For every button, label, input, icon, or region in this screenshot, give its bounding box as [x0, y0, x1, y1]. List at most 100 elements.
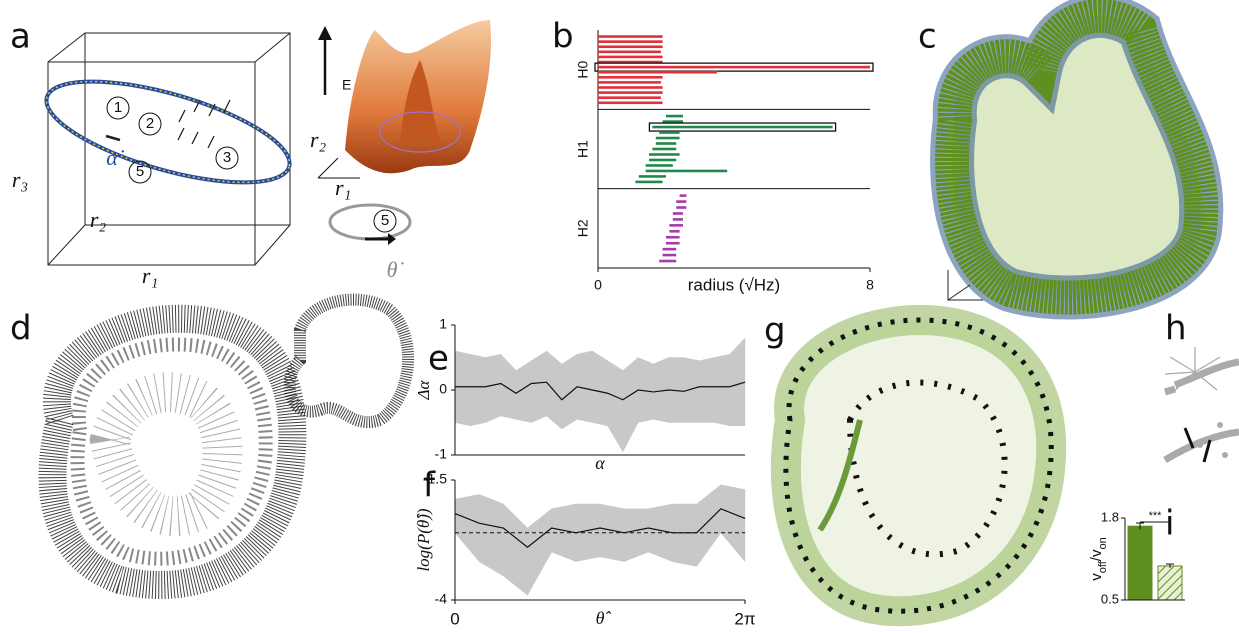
panel-label: b — [552, 17, 574, 57]
band — [624, 509, 648, 562]
x-tick-label: 8 — [866, 277, 874, 293]
band — [528, 509, 552, 595]
barcode-bar — [652, 148, 676, 151]
step-number: 2 — [146, 115, 154, 132]
x-tick-label: 2π — [734, 609, 755, 628]
barcode-bar — [676, 200, 686, 203]
panel-label: i — [1165, 504, 1174, 544]
barcode-bar — [646, 170, 728, 173]
barcode-bar — [598, 81, 661, 84]
x-axis-label: θ̂ — [596, 608, 612, 628]
y-axis-label: voff/von — [1088, 537, 1109, 580]
barcode-bar — [656, 137, 680, 140]
panel-label: g — [764, 311, 786, 351]
step-number: 5 — [136, 163, 144, 180]
step-number: 3 — [223, 149, 231, 166]
panel-label: a — [10, 17, 31, 57]
barcode-bar — [673, 218, 683, 221]
trajectory-cloud-d — [53, 300, 409, 585]
y-tick-label: 1 — [439, 316, 447, 332]
bar — [1158, 566, 1182, 600]
band — [730, 338, 745, 426]
barcode-bar — [598, 101, 663, 104]
band — [592, 351, 607, 426]
barcode-bar — [652, 126, 832, 129]
band — [608, 361, 623, 452]
step-number: 1 — [114, 99, 122, 116]
band — [697, 485, 721, 567]
barcode-bar — [598, 96, 661, 99]
barcode-bar — [598, 71, 717, 74]
y-axis-label-part: on — [1097, 537, 1109, 549]
barcode-bar — [656, 142, 676, 145]
barcode-bar — [598, 45, 663, 48]
band — [470, 354, 485, 426]
barcode-bar — [598, 51, 661, 54]
x-axis-label: α — [595, 453, 605, 473]
barcode-bar — [598, 76, 663, 79]
band — [479, 494, 503, 576]
barcode-bar — [598, 35, 663, 38]
group-label: H2 — [575, 219, 591, 237]
barcode-bar — [598, 66, 870, 69]
axis-label: r₁ — [335, 175, 351, 200]
band — [562, 354, 577, 429]
barcode-bar — [666, 115, 683, 118]
barcode-bar — [669, 230, 679, 233]
barcode-bar — [598, 56, 663, 59]
step-number: 5 — [381, 212, 389, 229]
group-label: H0 — [575, 61, 591, 79]
panel-label: c — [918, 17, 937, 57]
figure: a b c d e f g h i 1 2 3 5 4 5 r₁ r₂ r₃ α… — [0, 0, 1239, 633]
band — [623, 358, 638, 452]
barcode-bar — [663, 248, 677, 251]
band — [714, 354, 729, 426]
barcode-bar — [669, 224, 683, 227]
x-tick-label: 0 — [450, 609, 459, 628]
barcode-bar — [663, 254, 677, 257]
y-axis-label-part: /v — [1088, 549, 1105, 561]
axis-label: r₁ — [142, 263, 158, 288]
barcode-bar — [639, 175, 666, 178]
y-tick-label: -1.5 — [423, 471, 447, 487]
group-label: H1 — [575, 140, 591, 158]
band — [547, 351, 562, 429]
theta-dot: θ̇ — [387, 257, 405, 282]
barcode-bar — [598, 40, 663, 43]
vector-field-g — [786, 320, 1051, 611]
energy-label: E — [342, 77, 351, 93]
band — [672, 504, 696, 566]
band — [455, 351, 470, 426]
y-axis-label-part: off — [1097, 560, 1109, 573]
bar — [1128, 526, 1152, 600]
x-tick-label: 0 — [594, 277, 602, 293]
energy-landscape — [318, 20, 491, 245]
barcode-bar — [598, 91, 663, 94]
barcode-bar — [646, 164, 673, 167]
band — [531, 351, 546, 423]
y-tick-label: 0 — [439, 381, 447, 397]
barcode-bar — [680, 194, 687, 197]
panel-label: e — [428, 339, 449, 379]
point-cloud-c — [948, 16, 1201, 300]
band — [699, 358, 714, 423]
panel-label: d — [10, 309, 32, 349]
band — [501, 354, 516, 419]
axis-label: r₂ — [310, 127, 327, 152]
y-tick-label: -4 — [435, 591, 448, 607]
panel-label: h — [1165, 309, 1187, 349]
x-axis-label: radius (√Hz) — [688, 275, 780, 294]
schematic-h — [1165, 347, 1239, 462]
band — [721, 485, 745, 562]
band — [455, 494, 479, 561]
barcode-bar — [649, 153, 680, 156]
cube-diagram — [36, 33, 299, 265]
barcode-bar — [666, 242, 680, 245]
y-axis-label: log(P(θ̂)) — [414, 508, 433, 571]
y-tick-label: -1 — [435, 446, 448, 462]
barcode-bar — [659, 131, 679, 134]
barcode-bar — [598, 86, 663, 89]
barcode-bar — [676, 206, 686, 209]
barcode-bar — [635, 181, 662, 184]
barcode-bar — [649, 159, 676, 162]
